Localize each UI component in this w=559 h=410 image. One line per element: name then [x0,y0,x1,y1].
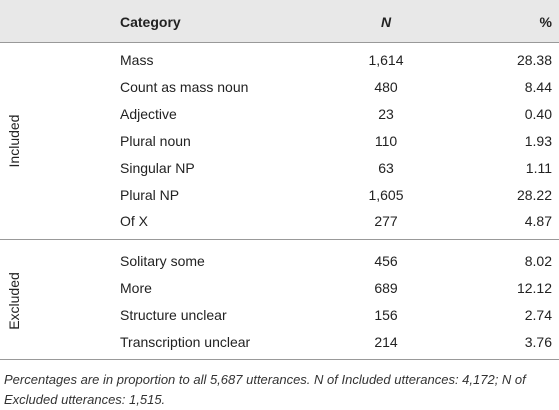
n-cell: 1,605 [368,186,404,203]
n-cell: 63 [378,159,394,176]
category-cell: Count as mass noun [120,78,249,95]
n-cell: 23 [378,105,394,122]
category-cell: Singular NP [120,159,195,176]
group-rule [0,359,559,360]
category-cell: Of X [120,213,149,230]
percent-cell: 8.44 [524,78,552,95]
n-cell: 1,614 [368,52,404,68]
percent-cell: 3.76 [524,333,552,350]
n-cell: 689 [374,279,398,296]
column-header: % [539,14,552,30]
category-cell: Solitary some [120,252,205,269]
column-header: N [380,14,392,30]
category-cell: Structure unclear [120,306,227,323]
percent-cell: 4.87 [524,213,552,230]
n-cell: 214 [374,333,398,350]
header-rule [0,42,559,43]
percent-cell: 1.93 [524,132,552,149]
percent-cell: 12.12 [516,279,552,296]
category-cell: More [120,279,152,296]
header-background [0,0,559,42]
category-cell: Adjective [120,105,177,122]
percent-cell: 2.74 [524,306,552,323]
category-cell: Plural NP [120,186,180,203]
percent-cell: 8.02 [524,252,552,269]
n-cell: 480 [374,78,398,95]
category-cell: Transcription unclear [120,333,251,350]
n-cell: 277 [374,213,398,230]
category-cell: Plural noun [120,132,191,149]
footnote: Percentages are in proportion to all 5,6… [4,372,526,407]
n-cell: 110 [374,132,398,149]
group-label: Included [6,114,22,168]
percent-cell: 1.11 [525,159,552,176]
percent-cell: 28.38 [516,52,552,68]
group-rule [0,238,559,240]
category-cell: Mass [120,52,154,68]
n-cell: 456 [374,252,398,269]
percent-cell: 0.40 [524,105,552,122]
column-header: Category [120,14,181,30]
n-cell: 156 [374,306,398,323]
percent-cell: 28.22 [516,186,552,203]
group-label: Excluded [6,272,22,330]
